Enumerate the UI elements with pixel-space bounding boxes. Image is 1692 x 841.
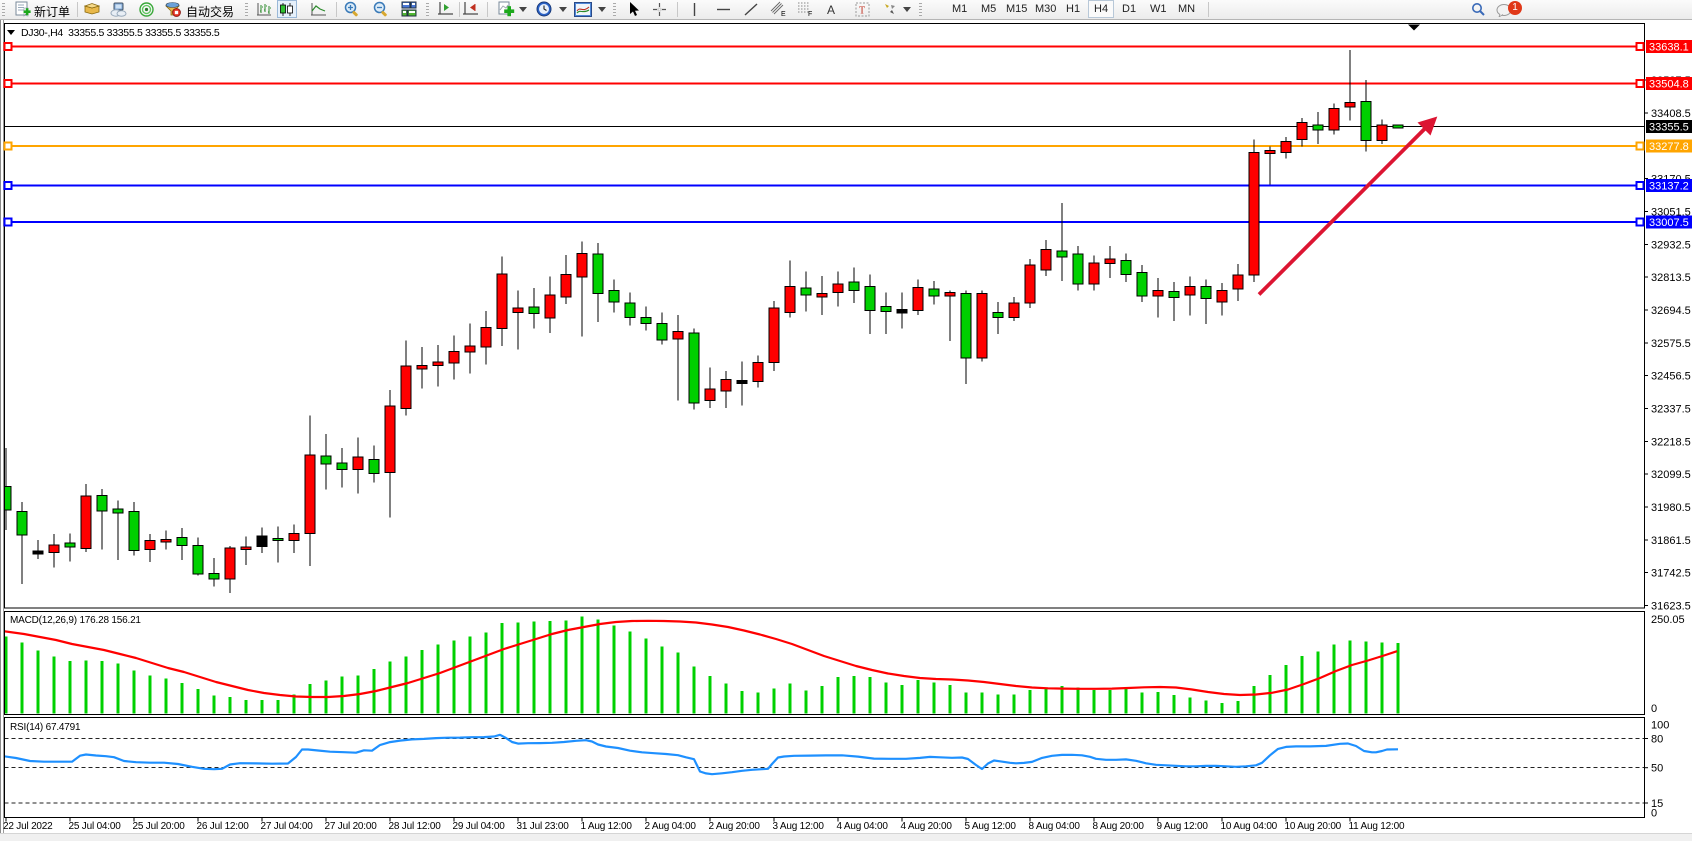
svg-text:32813.5: 32813.5 bbox=[1651, 272, 1691, 284]
svg-text:33504.8: 33504.8 bbox=[1649, 79, 1689, 91]
svg-text:10 Aug 04:00: 10 Aug 04:00 bbox=[1221, 821, 1278, 832]
svg-text:33007.5: 33007.5 bbox=[1649, 217, 1689, 229]
svg-text:5 Aug 12:00: 5 Aug 12:00 bbox=[965, 821, 1017, 832]
svg-text:0: 0 bbox=[1651, 703, 1657, 715]
svg-text:9 Aug 12:00: 9 Aug 12:00 bbox=[1157, 821, 1209, 832]
svg-text:RSI(14) 67.4791: RSI(14) 67.4791 bbox=[10, 722, 81, 733]
svg-text:32218.5: 32218.5 bbox=[1651, 436, 1691, 448]
svg-text:E: E bbox=[781, 11, 786, 17]
svg-text:2 Aug 04:00: 2 Aug 04:00 bbox=[645, 821, 697, 832]
svg-text:33277.8: 33277.8 bbox=[1649, 141, 1689, 153]
svg-text:33408.5: 33408.5 bbox=[1651, 108, 1691, 120]
svg-text:32337.5: 32337.5 bbox=[1651, 404, 1691, 416]
svg-text:31980.5: 31980.5 bbox=[1651, 502, 1691, 514]
svg-text:1 Aug 12:00: 1 Aug 12:00 bbox=[581, 821, 633, 832]
svg-text:4 Aug 04:00: 4 Aug 04:00 bbox=[837, 821, 889, 832]
svg-text:DJ30-,H4 33355.5 33355.5 3335: DJ30-,H4 33355.5 33355.5 33355.5 33355.5 bbox=[21, 27, 220, 39]
svg-text:MACD(12,26,9) 176.28 156.21: MACD(12,26,9) 176.28 156.21 bbox=[10, 615, 141, 626]
svg-text:33137.2: 33137.2 bbox=[1649, 181, 1689, 193]
svg-text:F: F bbox=[808, 11, 812, 17]
svg-text:250.05: 250.05 bbox=[1651, 614, 1685, 626]
svg-text:31 Jul 23:00: 31 Jul 23:00 bbox=[517, 821, 570, 832]
svg-text:10 Aug 20:00: 10 Aug 20:00 bbox=[1285, 821, 1342, 832]
svg-text:22 Jul 2022: 22 Jul 2022 bbox=[3, 821, 53, 832]
svg-text:27 Jul 20:00: 27 Jul 20:00 bbox=[325, 821, 378, 832]
svg-text:T: T bbox=[859, 6, 865, 17]
svg-text:100: 100 bbox=[1651, 720, 1669, 732]
svg-text:32575.5: 32575.5 bbox=[1651, 338, 1691, 350]
svg-text:26 Jul 12:00: 26 Jul 12:00 bbox=[197, 821, 250, 832]
svg-text:28 Jul 12:00: 28 Jul 12:00 bbox=[389, 821, 442, 832]
svg-text:32099.5: 32099.5 bbox=[1651, 469, 1691, 481]
svg-text:8 Aug 20:00: 8 Aug 20:00 bbox=[1093, 821, 1145, 832]
svg-text:2 Aug 20:00: 2 Aug 20:00 bbox=[709, 821, 761, 832]
svg-text:8 Aug 04:00: 8 Aug 04:00 bbox=[1029, 821, 1081, 832]
svg-text:33355.5: 33355.5 bbox=[1649, 122, 1689, 134]
svg-text:32694.5: 32694.5 bbox=[1651, 305, 1691, 317]
svg-text:11 Aug 12:00: 11 Aug 12:00 bbox=[1349, 821, 1405, 832]
svg-text:33638.1: 33638.1 bbox=[1649, 42, 1689, 54]
svg-text:50: 50 bbox=[1651, 763, 1663, 775]
svg-text:31861.5: 31861.5 bbox=[1651, 535, 1691, 547]
svg-text:3 Aug 12:00: 3 Aug 12:00 bbox=[773, 821, 825, 832]
svg-text:31623.5: 31623.5 bbox=[1651, 601, 1691, 613]
svg-text:25 Jul 20:00: 25 Jul 20:00 bbox=[133, 821, 186, 832]
svg-text:32456.5: 32456.5 bbox=[1651, 371, 1691, 383]
svg-text:25 Jul 04:00: 25 Jul 04:00 bbox=[69, 821, 122, 832]
svg-text:32932.5: 32932.5 bbox=[1651, 239, 1691, 251]
svg-text:27 Jul 04:00: 27 Jul 04:00 bbox=[261, 821, 314, 832]
svg-text:0: 0 bbox=[1651, 808, 1657, 820]
svg-text:29 Jul 04:00: 29 Jul 04:00 bbox=[453, 821, 506, 832]
svg-text:31742.5: 31742.5 bbox=[1651, 568, 1691, 580]
svg-text:80: 80 bbox=[1651, 734, 1663, 746]
svg-text:15: 15 bbox=[1651, 798, 1663, 810]
svg-text:4 Aug 20:00: 4 Aug 20:00 bbox=[901, 821, 953, 832]
